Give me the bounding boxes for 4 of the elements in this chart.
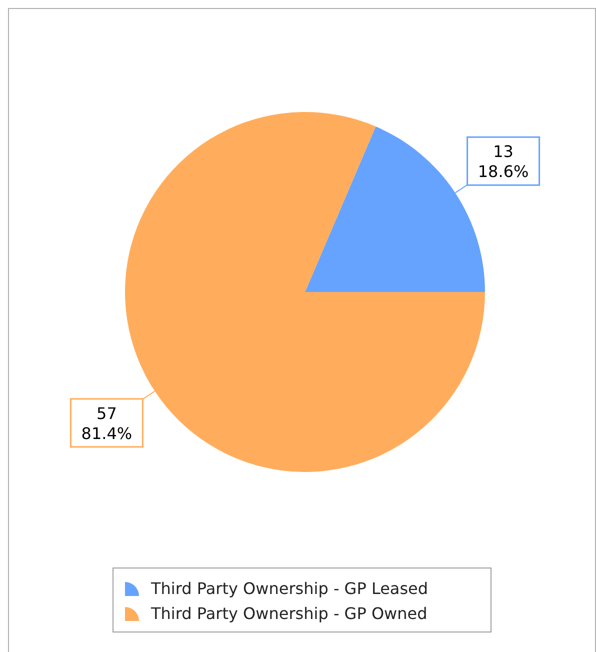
data-label: 57 81.4% <box>81 404 132 443</box>
legend-label: Third Party Ownership - GP Owned <box>150 604 428 623</box>
legend-label: Third Party Ownership - GP Leased <box>150 579 428 598</box>
data-label: 13 18.6% <box>478 142 529 182</box>
